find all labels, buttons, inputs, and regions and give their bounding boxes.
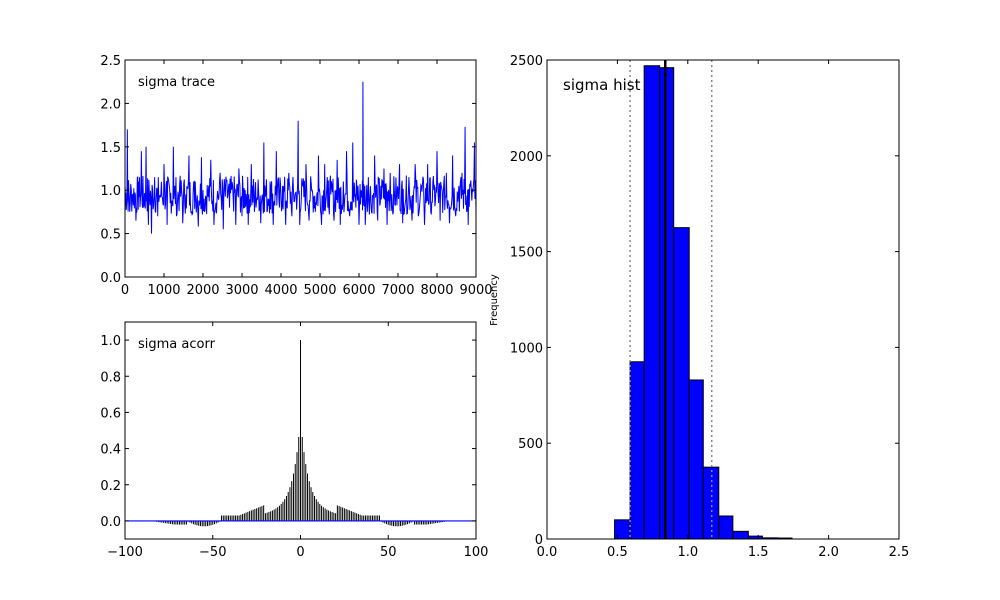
x-tick-label: 8000 — [420, 283, 453, 298]
y-tick-label: 0.0 — [100, 515, 121, 530]
hist-bar — [673, 227, 690, 540]
hist-bar — [718, 515, 734, 540]
y-tick-label: 0.5 — [100, 228, 121, 243]
acorr-panel: −100 −50 0 50 100 0.0 0.2 0.4 0.6 0.8 1.0 sigma a… — [100, 321, 488, 560]
hist-plot-area — [614, 60, 793, 540]
trace-panel: 0 1000 2000 3000 4000 5000 6000 7000 8000 9000 0.… — [100, 54, 492, 298]
x-tick-label: 0.5 — [607, 545, 628, 560]
y-tick-label: 1.0 — [100, 334, 121, 349]
hist-y-ticks: 0 500 1000 1500 2000 2500 — [510, 54, 899, 548]
x-tick-label: −50 — [199, 545, 226, 560]
x-tick-label: 7000 — [381, 283, 414, 298]
y-tick-label: 0 — [535, 533, 543, 548]
trace-title: sigma trace — [138, 75, 215, 90]
x-tick-label: −100 — [107, 545, 143, 560]
y-tick-label: 1500 — [510, 246, 543, 261]
x-tick-label: 2.5 — [889, 545, 910, 560]
x-tick-label: 3000 — [225, 283, 258, 298]
hist-title: sigma hist — [563, 76, 641, 94]
x-tick-label: 0 — [296, 545, 304, 560]
x-tick-label: 6000 — [342, 283, 375, 298]
acorr-y-ticks: 0.0 0.2 0.4 0.6 0.8 1.0 — [100, 334, 476, 530]
y-tick-label: 0.2 — [100, 479, 121, 494]
hist-frame — [546, 59, 900, 540]
x-tick-label: 1.5 — [748, 545, 769, 560]
y-tick-label: 0.4 — [100, 443, 121, 458]
x-tick-label: 1.0 — [677, 545, 698, 560]
trace-frame — [124, 59, 477, 278]
y-tick-label: 2.5 — [100, 54, 121, 69]
y-tick-label: 2.0 — [100, 97, 121, 112]
y-tick-label: 0.6 — [100, 406, 121, 421]
acorr-x-ticks: −100 −50 0 50 100 — [107, 322, 488, 560]
hist-bar — [629, 361, 645, 540]
hist-bar — [732, 530, 749, 540]
y-tick-label: 0.0 — [100, 271, 121, 286]
acorr-plot-area — [125, 340, 476, 527]
trace-line — [124, 81, 477, 234]
hist-bar — [659, 67, 675, 540]
x-tick-label: 0.0 — [537, 545, 558, 560]
x-tick-label: 1000 — [147, 283, 180, 298]
y-tick-label: 1.0 — [100, 184, 121, 199]
y-tick-label: 2500 — [510, 54, 543, 69]
hist-bar — [702, 466, 720, 540]
x-tick-label: 100 — [464, 545, 489, 560]
y-tick-label: 1000 — [510, 341, 543, 356]
trace-y-ticks: 0.0 0.5 1.0 1.5 2.0 2.5 — [100, 54, 476, 286]
x-tick-label: 2.0 — [818, 545, 839, 560]
x-tick-label: 2000 — [186, 283, 219, 298]
y-tick-label: 1.5 — [100, 141, 121, 156]
y-tick-label: 2000 — [510, 150, 543, 165]
x-tick-label: 50 — [380, 545, 397, 560]
y-tick-label: 500 — [518, 437, 543, 452]
hist-bar — [643, 65, 661, 540]
hist-panel: 0.0 0.5 1.0 1.5 2.0 2.5 05001000150020002500 … — [489, 54, 909, 560]
y-tick-label: 0.8 — [100, 370, 121, 385]
x-tick-label: 0 — [121, 283, 129, 298]
hist-bar — [688, 379, 704, 540]
hist-y-label: Frequency — [489, 274, 500, 326]
hist-x-ticks: 0.0 0.5 1.0 1.5 2.0 2.5 — [537, 60, 910, 560]
trace-plot-area — [124, 81, 477, 234]
x-tick-label: 9000 — [459, 283, 492, 298]
trace-x-ticks: 0 1000 2000 3000 4000 5000 6000 7000 8000 9000 — [121, 60, 493, 298]
acorr-title: sigma acorr — [138, 337, 216, 352]
x-tick-label: 5000 — [303, 283, 336, 298]
x-tick-label: 4000 — [264, 283, 297, 298]
